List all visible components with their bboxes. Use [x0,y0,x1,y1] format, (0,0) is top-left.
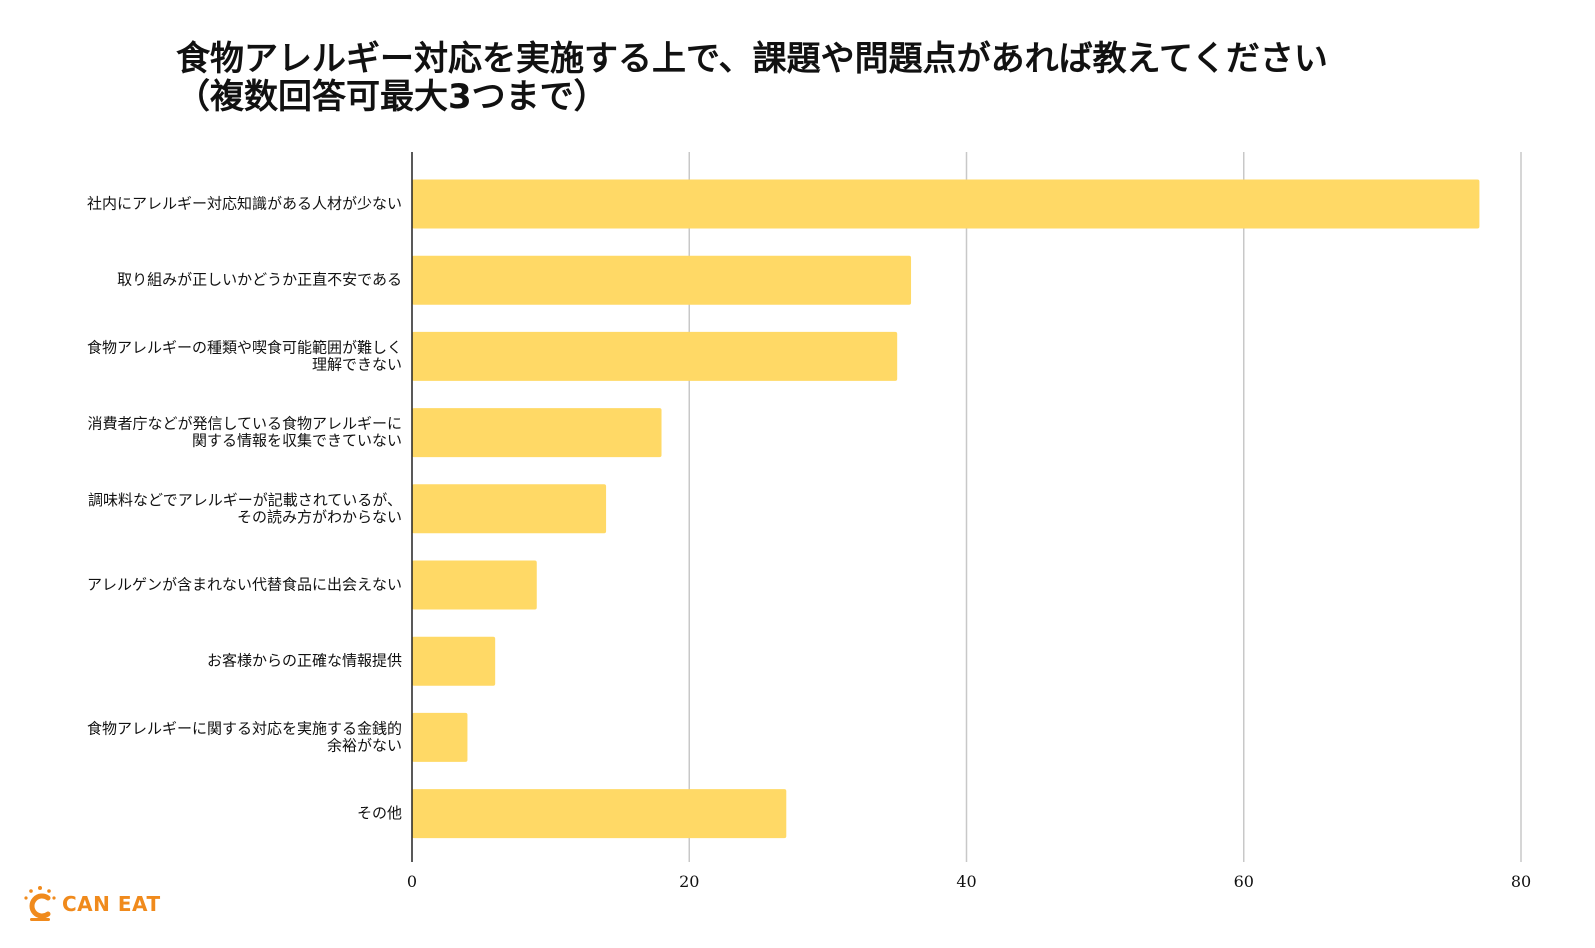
chart-title: 食物アレルギー対応を実施する上で、課題や問題点があれば教えてください （複数回答… [176,40,1556,116]
category-label: 理解できない [312,355,402,373]
x-tick-label: 20 [679,872,699,891]
category-label: 食物アレルギーの種類や喫食可能範囲が難しく [87,338,402,356]
chart-title-line-1: 食物アレルギー対応を実施する上で、課題や問題点があれば教えてください [176,39,1328,79]
bar [412,331,898,381]
x-tick-label: 60 [1234,872,1254,891]
can-eat-logo-icon [24,886,56,921]
category-label: アレルゲンが含まれない代替食品に出会えない [87,576,402,594]
category-label: 消費者庁などが発信している食物アレルギーに [87,415,402,433]
category-label: 調味料などでアレルギーが記載されているが、 [88,491,402,509]
bar [412,255,912,305]
category-label: 関する情報を収集できていない [192,432,402,450]
can-eat-logo: CAN EAT [22,884,162,924]
x-tick-label: 40 [956,872,976,891]
bar [412,560,537,610]
category-label: 取り組みが正しいかどうか正直不安である [117,271,402,289]
bar [412,179,1480,229]
category-label: お客様からの正確な情報提供 [207,652,402,670]
category-label: 余裕がない [327,736,402,754]
bar [412,484,607,534]
x-tick-label: 0 [407,872,417,891]
category-label: 社内にアレルギー対応知識がある人材が少ない [87,195,402,213]
bar [412,789,787,839]
bar [412,636,496,686]
can-eat-logo-text: CAN EAT [62,892,161,916]
bar [412,712,468,762]
bar [412,408,662,458]
category-label: その読み方がわからない [237,508,402,526]
category-label: その他 [357,804,402,822]
category-label: 食物アレルギーに関する対応を実施する金銭的 [87,719,402,737]
chart-title-line-2: （複数回答可最大3つまで） [176,77,608,117]
x-tick-label: 80 [1511,872,1531,891]
